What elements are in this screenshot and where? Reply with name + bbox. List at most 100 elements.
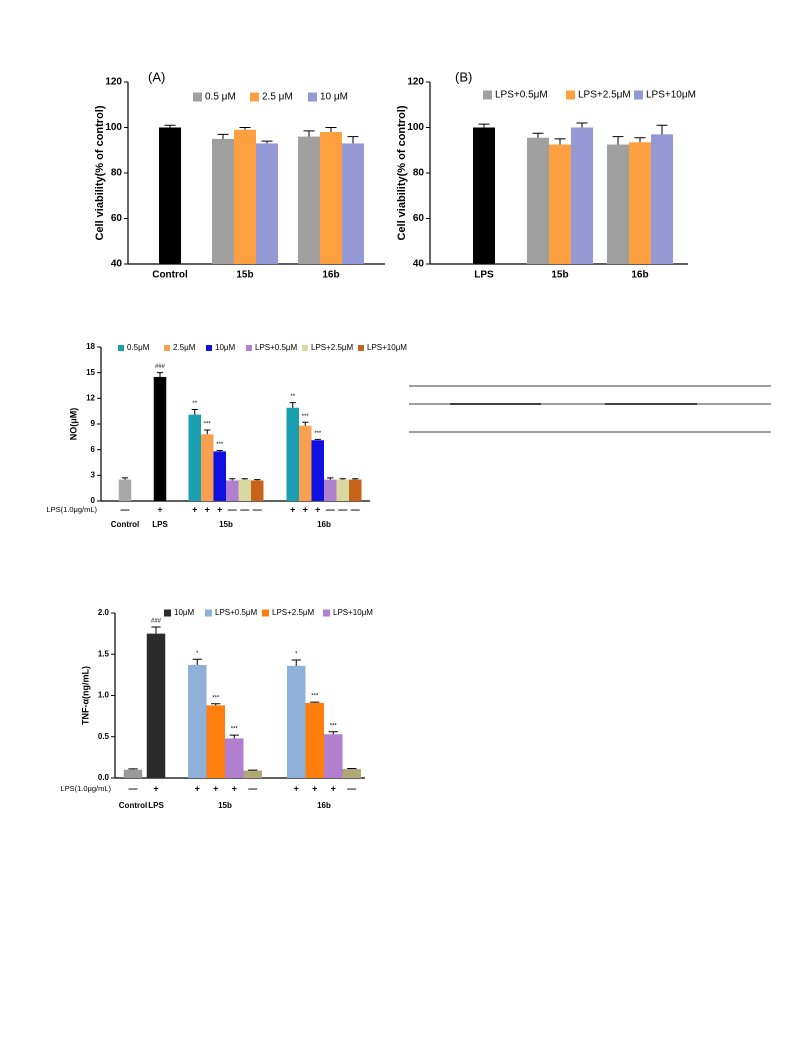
x-tick-label: 16b — [631, 270, 648, 281]
treatment-sign: + — [294, 783, 299, 793]
legend-label: 2.5 μM — [262, 92, 293, 103]
y-axis-label: TNF-α(ng/mL) — [80, 666, 90, 725]
treatment-sign: + — [153, 783, 158, 793]
treatment-sign: + — [195, 783, 200, 793]
treatment-sign: + — [315, 504, 320, 514]
significance-label: * — [295, 652, 298, 658]
bar — [651, 134, 673, 264]
x-tick-label: LPS — [474, 270, 494, 281]
error-bar — [339, 478, 346, 480]
y-tick-label: 0.5 — [98, 732, 110, 741]
treatment-sign: + — [303, 504, 308, 514]
error-bar — [164, 124, 176, 128]
legend-swatch — [250, 92, 259, 102]
error-bar — [328, 731, 338, 735]
bar — [299, 425, 312, 501]
empty-table — [409, 385, 771, 433]
legend-swatch — [193, 92, 202, 102]
x-tick-label: 15b — [218, 801, 232, 810]
error-bar — [151, 626, 161, 634]
bar — [118, 479, 132, 501]
treatment-sign: + — [312, 783, 317, 793]
error-bar — [229, 478, 236, 481]
treatment-label: LPS(1.0μg/mL) — [46, 505, 97, 514]
legend-label: 0.5μM — [127, 343, 150, 352]
y-axis-label: Cell viability(% of control) — [94, 105, 106, 240]
bar — [234, 129, 256, 264]
legend-label: LPS+2.5μM — [272, 608, 315, 617]
bar — [188, 664, 207, 778]
error-bar — [327, 477, 334, 480]
treatment-sign: + — [157, 504, 162, 514]
treatment-sign: + — [192, 504, 197, 514]
y-tick-label: 9 — [91, 419, 96, 428]
legend-label: LPS+0.5μM — [255, 343, 298, 352]
y-tick-label: 0.0 — [98, 773, 110, 782]
legend-swatch — [566, 90, 575, 100]
panel-label: (B) — [455, 69, 472, 84]
y-tick-label: 80 — [111, 168, 123, 179]
x-tick-label: Control — [152, 270, 188, 281]
x-tick-label: LPS — [148, 801, 164, 810]
x-tick-label: 16b — [317, 801, 331, 810]
error-bar — [347, 136, 359, 144]
legend-swatch — [358, 345, 364, 351]
bar — [159, 127, 181, 264]
y-tick-label: 12 — [86, 393, 95, 402]
legend-swatch — [308, 92, 317, 102]
y-axis-label: Cell viability(% of control) — [396, 105, 408, 240]
bar — [226, 480, 239, 501]
error-bar — [656, 124, 668, 135]
error-bar — [211, 703, 221, 706]
bar — [286, 407, 299, 501]
bar — [311, 440, 324, 501]
significance-label: ### — [155, 364, 166, 370]
y-tick-label: 80 — [413, 168, 425, 179]
legend-label: 10μM — [174, 608, 195, 617]
error-bar — [532, 132, 544, 138]
significance-label: *** — [212, 695, 220, 701]
treatment-sign: + — [205, 504, 210, 514]
significance-label: ** — [192, 401, 197, 407]
x-tick-label: 15b — [236, 270, 253, 281]
legend-swatch — [302, 345, 308, 351]
y-tick-label: 100 — [407, 122, 424, 133]
bar — [153, 376, 167, 501]
error-bar — [289, 402, 296, 408]
legend-label: 10 μM — [320, 92, 348, 103]
treatment-sign: + — [290, 504, 295, 514]
treatment-sign: + — [331, 783, 336, 793]
bar — [123, 769, 143, 778]
error-bar — [576, 122, 588, 128]
significance-label: *** — [314, 431, 322, 437]
bar — [349, 479, 362, 501]
y-tick-label: 40 — [111, 259, 123, 270]
bar — [549, 144, 571, 264]
bar — [251, 480, 264, 501]
significance-label: *** — [311, 694, 319, 700]
bar — [324, 479, 337, 501]
error-bar — [128, 768, 138, 770]
bar — [342, 143, 364, 264]
legend-label: 0.5 μM — [205, 92, 236, 103]
bar — [146, 633, 166, 778]
legend-swatch — [164, 345, 170, 351]
x-tick-label: 16b — [317, 520, 331, 529]
error-bar — [325, 127, 337, 133]
legend-swatch — [118, 345, 124, 351]
bar — [238, 479, 251, 501]
bar — [607, 144, 629, 264]
bar — [213, 451, 226, 501]
legend-swatch — [205, 609, 212, 617]
significance-label: *** — [330, 723, 338, 729]
y-tick-label: 3 — [91, 470, 96, 479]
bar — [527, 137, 549, 264]
y-tick-label: 6 — [91, 445, 96, 454]
significance-label: ** — [290, 394, 295, 400]
error-bar — [241, 478, 248, 480]
error-bar — [310, 701, 320, 703]
error-bar — [191, 408, 198, 415]
legend-swatch — [206, 345, 212, 351]
bar — [324, 734, 343, 778]
